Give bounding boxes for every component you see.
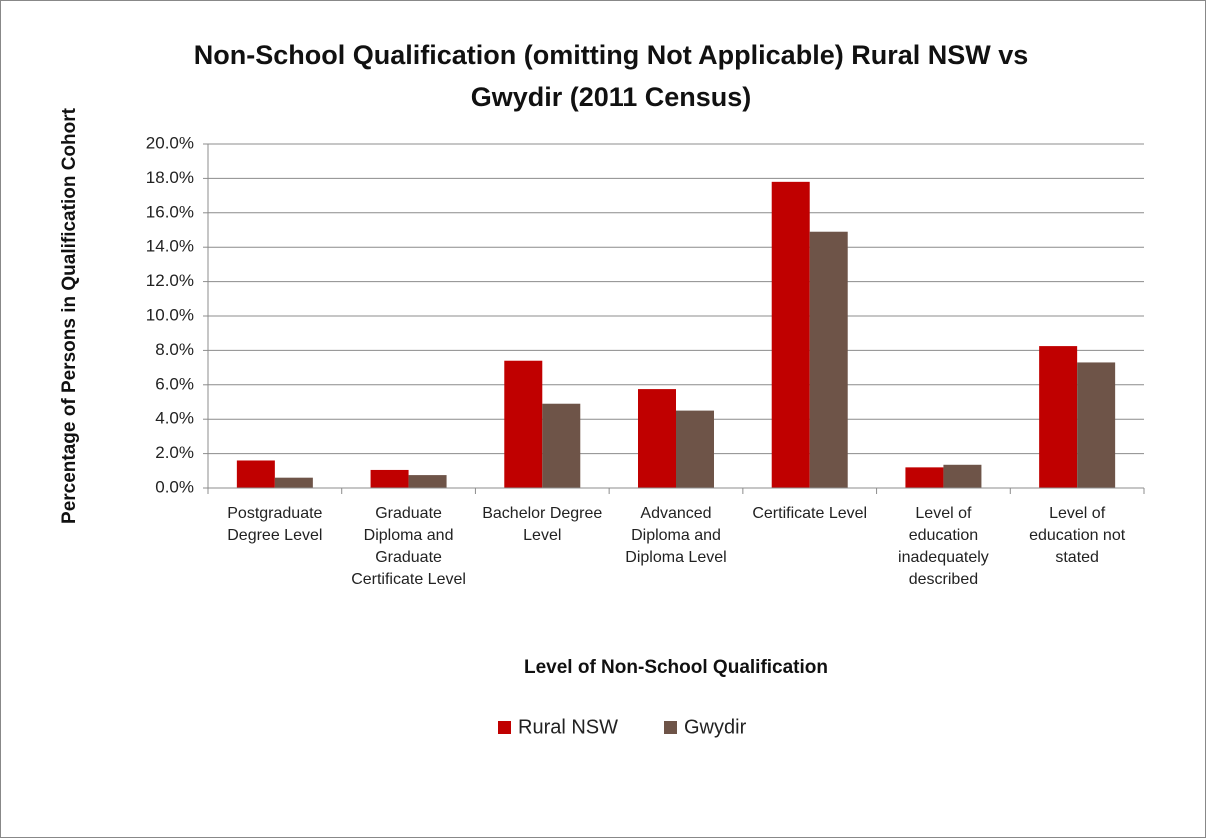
y-tick-label: 2.0%	[155, 443, 194, 462]
legend-swatch	[664, 721, 677, 734]
bar	[1039, 346, 1078, 488]
bar	[638, 389, 676, 488]
chart-title: Non-School Qualification (omitting Not A…	[193, 40, 1029, 112]
bar	[274, 477, 313, 488]
y-tick-label: 14.0%	[146, 237, 194, 256]
y-tick-label: 0.0%	[155, 477, 194, 496]
x-axis-title: Level of Non-School Qualification	[523, 657, 829, 678]
bar	[771, 181, 810, 488]
bar	[905, 467, 944, 488]
bar	[676, 410, 714, 488]
y-tick-label: 12.0%	[146, 271, 194, 290]
y-tick-label: 8.0%	[155, 340, 194, 359]
y-tick-label: 18.0%	[146, 168, 194, 187]
bar	[370, 469, 409, 488]
x-tick-label: Bachelor Degree Level	[482, 505, 603, 544]
legend-swatch	[498, 721, 511, 734]
x-tick-label: Advanced Diploma and Diploma Level	[625, 505, 727, 566]
y-tick-label: 6.0%	[155, 374, 194, 393]
bar	[408, 475, 447, 488]
x-tick-label: Postgraduate Degree Level	[227, 505, 323, 544]
bar	[236, 460, 275, 488]
x-tick-label: Certificate Level	[752, 505, 868, 522]
bar	[1077, 362, 1116, 488]
bar	[809, 231, 848, 488]
bar	[504, 360, 543, 488]
x-tick-label: Graduate Diploma and Graduate Certificat…	[351, 505, 466, 588]
bar	[542, 403, 581, 488]
x-tick-label: Level of education inadequately describe…	[898, 505, 989, 588]
y-tick-label: 16.0%	[146, 202, 194, 221]
y-tick-label: 10.0%	[146, 305, 194, 324]
bar	[943, 464, 982, 488]
y-tick-label: 20.0%	[146, 133, 194, 152]
legend-label: Gwydir	[684, 716, 747, 738]
legend-label: Rural NSW	[518, 716, 618, 738]
x-tick-label: Level of education not stated	[1029, 505, 1126, 566]
y-tick-label: 4.0%	[155, 409, 194, 428]
